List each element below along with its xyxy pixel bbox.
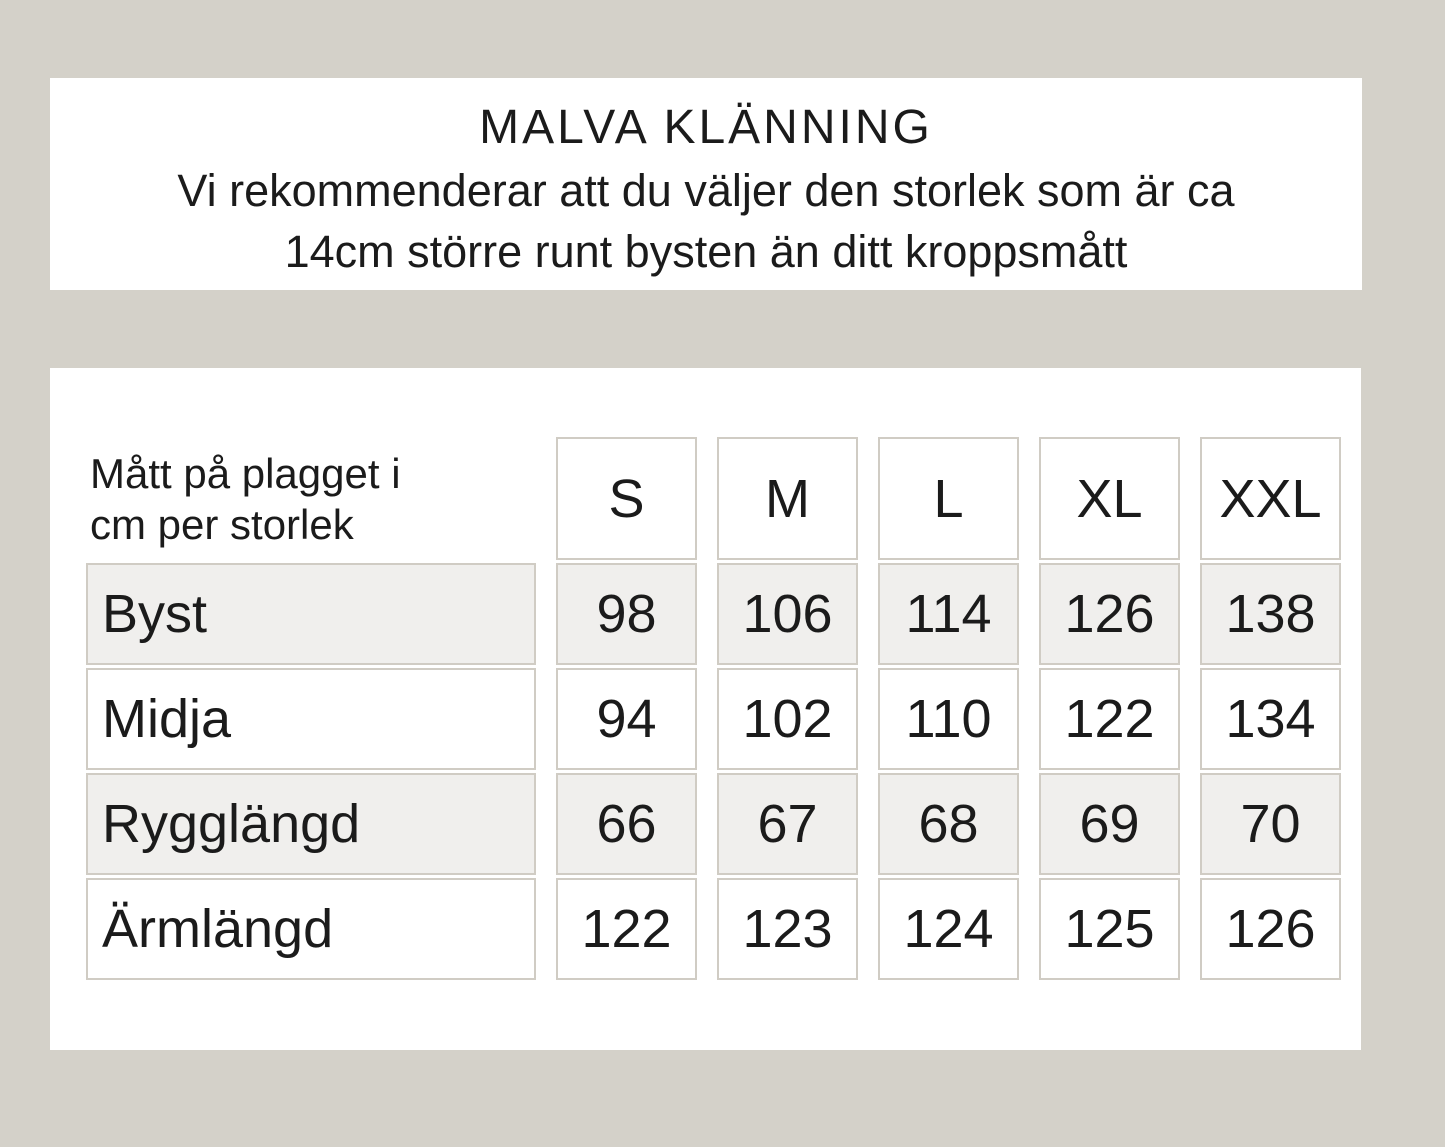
armlangd-value-m: 123 (717, 878, 858, 980)
byst-value-m: 106 (717, 563, 858, 665)
row-label-midja: Midja (86, 668, 536, 770)
size-column-header-xl: XL (1039, 437, 1180, 560)
midja-value-xxl: 134 (1200, 668, 1341, 770)
size-column-header-m: M (717, 437, 858, 560)
rygglangd-value-m: 67 (717, 773, 858, 875)
row-label-rygglangd: Rygglängd (86, 773, 536, 875)
size-table-card: Mått på plagget i cm per storlek S M L X… (50, 368, 1361, 1050)
midja-value-l: 110 (878, 668, 1019, 770)
rygglangd-value-s: 66 (556, 773, 697, 875)
measurement-unit-label: Mått på plagget i cm per storlek (86, 437, 536, 560)
armlangd-value-s: 122 (556, 878, 697, 980)
row-label-byst: Byst (86, 563, 536, 665)
byst-value-l: 114 (878, 563, 1019, 665)
midja-value-m: 102 (717, 668, 858, 770)
rygglangd-value-xl: 69 (1039, 773, 1180, 875)
byst-value-xxl: 138 (1200, 563, 1341, 665)
byst-value-xl: 126 (1039, 563, 1180, 665)
rygglangd-value-l: 68 (878, 773, 1019, 875)
measurement-unit-label-line-1: Mått på plagget i (90, 449, 401, 497)
size-column-header-xxl: XXL (1200, 437, 1341, 560)
header-card: MALVA KLÄNNING Vi rekommenderar att du v… (50, 78, 1362, 290)
size-column-header-s: S (556, 437, 697, 560)
size-recommendation-text: Vi rekommenderar att du väljer den storl… (50, 160, 1362, 282)
row-label-armlangd: Ärmlängd (86, 878, 536, 980)
size-recommendation-line-2: 14cm större runt bysten än ditt kroppsmå… (284, 226, 1128, 277)
midja-value-xl: 122 (1039, 668, 1180, 770)
armlangd-value-xxl: 126 (1200, 878, 1341, 980)
measurement-unit-label-line-2: cm per storlek (90, 500, 354, 548)
byst-value-s: 98 (556, 563, 697, 665)
rygglangd-value-xxl: 70 (1200, 773, 1341, 875)
size-table: Mått på plagget i cm per storlek S M L X… (86, 437, 1341, 980)
size-recommendation-line-1: Vi rekommenderar att du väljer den storl… (177, 165, 1235, 216)
armlangd-value-xl: 125 (1039, 878, 1180, 980)
size-column-header-l: L (878, 437, 1019, 560)
armlangd-value-l: 124 (878, 878, 1019, 980)
product-title: MALVA KLÄNNING (479, 101, 933, 154)
midja-value-s: 94 (556, 668, 697, 770)
